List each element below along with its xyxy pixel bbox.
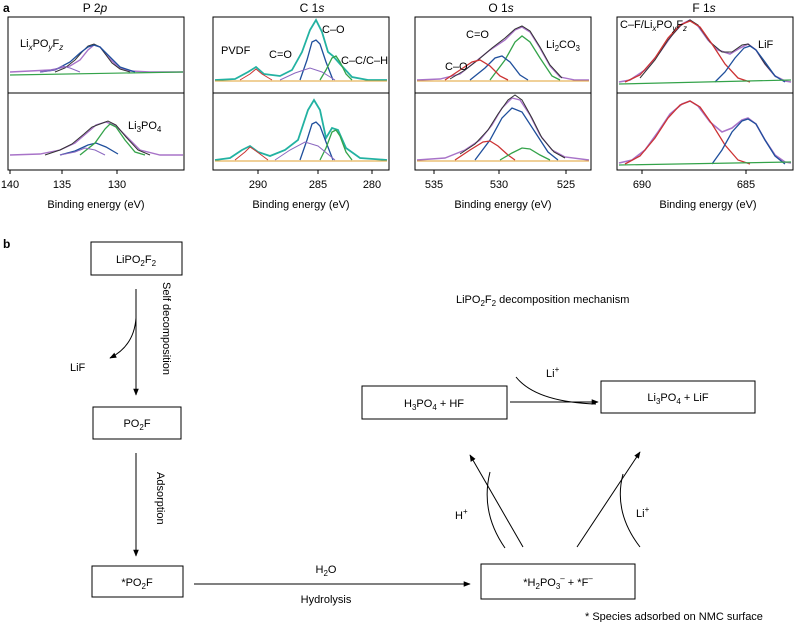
label-h2o: H2O: [316, 564, 337, 578]
xps-panel-p2p: P 2p 140 135 130 Binding energy (eV) Lix…: [1, 1, 185, 211]
raw-spectrum-dark: [459, 94, 566, 159]
envelope-teal: [214, 98, 388, 161]
label-lif: LiF: [70, 362, 86, 374]
node-box-adsorbed-po2f: [91, 565, 184, 598]
fit-component-blue: [469, 55, 529, 81]
node-po2f: PO2F: [123, 418, 150, 432]
label-li-plus-right: Li+: [636, 505, 650, 520]
arc-li-plus-right: [619, 473, 641, 548]
node-box-li3po4: [600, 380, 756, 414]
fit-component-red: [444, 59, 509, 81]
raw-spectrum: [618, 100, 792, 164]
node-li3po4: Li3PO4 + LiF: [647, 392, 708, 406]
tick-label: 130: [108, 179, 126, 191]
peak-label-c-c: C–C/C–H: [341, 55, 388, 67]
fit-component-violet: [274, 141, 336, 161]
arc-li-plus-top: [515, 376, 597, 405]
arc-h-plus: [486, 471, 506, 549]
fit-component-red: [624, 20, 751, 83]
panel-a-letter: a: [3, 1, 10, 15]
fit-component-green: [79, 123, 146, 156]
peak-label-c-o: C–O: [445, 61, 468, 73]
node-box-lipo2f2: [90, 241, 183, 276]
footnote: * Species adsorbed on NMC surface: [585, 611, 763, 622]
x-axis-label-o1s: Binding energy (eV): [454, 199, 551, 211]
raw-spectrum: [416, 26, 589, 81]
arrow-lif-release: [109, 317, 137, 359]
tick-label: 685: [737, 179, 755, 191]
fit-component-blue: [59, 142, 119, 156]
label-li-plus-top: Li+: [546, 365, 560, 380]
peak-label-li2co3: Li2CO3: [546, 39, 581, 53]
peak-label-li3po4: Li3PO4: [128, 120, 162, 134]
tick-label: 535: [425, 179, 443, 191]
arrow-to-h3po4: [469, 454, 524, 548]
fit-component-red: [234, 146, 269, 161]
x-axis-label-c1s: Binding energy (eV): [252, 199, 349, 211]
raw-spectrum-dark: [44, 120, 151, 156]
tick-label: 690: [633, 179, 651, 191]
peak-label-lixpoyfz: LixPOyFz: [20, 38, 63, 52]
fit-component-green: [319, 129, 353, 161]
fit-component-blue: [299, 121, 334, 161]
node-adsorbed-po2f: *PO2F: [121, 577, 153, 591]
peak-label-cf: C–F/LixPOyFz: [620, 19, 687, 33]
xps-panel-c1s: C 1s 290 285 280 Binding energy (eV) PVD…: [212, 1, 390, 211]
fit-component-blue: [474, 107, 559, 161]
x-axis-label-f1s: Binding energy (eV): [659, 199, 756, 211]
xps-panel-f1s: F 1s 690 685 Binding energy (eV) C–F/Lix…: [616, 1, 794, 211]
label-self-decomposition: Self decomposition: [160, 282, 172, 375]
panel-title-o1s: O 1s: [488, 1, 513, 15]
panel-title-c1s: C 1s: [300, 1, 325, 15]
peak-label-c-o: C–O: [322, 24, 345, 36]
tick-label: 135: [53, 179, 71, 191]
panel-title-p2p: P 2p: [83, 1, 108, 15]
fit-component-blue: [299, 39, 334, 81]
fit-component-red: [239, 68, 273, 81]
node-box-h2po3: [480, 563, 636, 600]
xps-panel-o1s: O 1s 535 530 525 Binding energy (eV) C=O…: [414, 1, 592, 211]
fit-component-green: [499, 147, 551, 161]
peak-label-pvdf: PVDF: [221, 45, 251, 57]
fit-component-blue: [711, 118, 786, 165]
peak-label-c-double-o: C=O: [466, 29, 489, 41]
raw-spectrum-dark: [54, 43, 131, 73]
tick-label: 140: [1, 179, 19, 191]
label-hydrolysis: Hydrolysis: [301, 594, 352, 606]
node-lipo2f2: LiPO2F2: [116, 254, 157, 268]
fit-component-violet: [279, 67, 336, 81]
label-h-plus: H+: [455, 507, 468, 522]
peak-label-c-double-o: C=O: [269, 49, 292, 61]
node-h3po4: H3PO4 + HF: [404, 398, 464, 412]
fit-component-red: [624, 100, 751, 165]
node-box-h3po4: [361, 385, 508, 420]
tick-label: 285: [309, 179, 327, 191]
panel-b-letter: b: [3, 237, 10, 251]
tick-label: 530: [490, 179, 508, 191]
background-line: [618, 161, 792, 166]
mechanism-title: LiPO2F2 decomposition mechanism: [456, 294, 629, 308]
background-line: [618, 79, 792, 85]
label-adsorption: Adsorption: [154, 472, 166, 525]
panel-title-f1s: F 1s: [692, 1, 715, 15]
fit-component-violet: [59, 147, 106, 156]
fit-component-violet: [39, 65, 81, 73]
fit-component-green: [319, 55, 353, 81]
node-h2po3: *H2PO3– + *F–: [523, 574, 593, 591]
raw-spectrum-dark: [449, 25, 563, 80]
tick-label: 280: [363, 179, 381, 191]
tick-label: 290: [249, 179, 267, 191]
x-axis-label-p2p: Binding energy (eV): [47, 199, 144, 211]
arrow-to-li3po4-diag: [576, 451, 641, 548]
fit-component-green: [489, 35, 561, 81]
background-line: [9, 71, 184, 76]
peak-label-lif: LiF: [758, 39, 774, 51]
tick-label: 525: [557, 179, 575, 191]
fit-component-blue: [714, 45, 786, 83]
node-box-po2f: [92, 406, 182, 440]
envelope-teal: [214, 18, 387, 81]
